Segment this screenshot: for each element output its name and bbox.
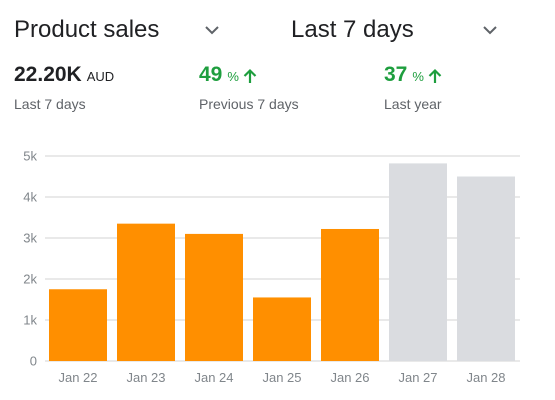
metric-dropdown[interactable]: Product sales xyxy=(14,12,234,48)
y-tick-label: 4k xyxy=(23,190,37,205)
x-tick-label: Jan 23 xyxy=(126,370,165,385)
kpi-total-value: 22.20K xyxy=(14,63,82,86)
x-tick-label: Jan 26 xyxy=(330,370,369,385)
bar xyxy=(321,228,379,361)
y-tick-label: 3k xyxy=(23,231,37,246)
y-tick-label: 2k xyxy=(23,272,37,287)
y-tick-label: 0 xyxy=(30,354,37,369)
up-arrow-icon xyxy=(243,68,257,83)
period-dropdown[interactable]: Last 7 days xyxy=(291,12,511,48)
bar xyxy=(185,233,243,361)
bar xyxy=(117,223,175,361)
metric-dropdown-label: Product sales xyxy=(14,16,160,43)
x-tick-label: Jan 27 xyxy=(398,370,437,385)
bar xyxy=(253,297,311,361)
kpi-last-year-value: 37 xyxy=(384,63,408,86)
y-tick-label: 5k xyxy=(23,149,37,164)
period-dropdown-label: Last 7 days xyxy=(291,16,414,43)
kpi-total-caption: Last 7 days xyxy=(14,96,86,112)
x-tick-label: Jan 28 xyxy=(466,370,505,385)
kpi-last-year-unit: % xyxy=(412,69,424,84)
kpi-previous-unit: % xyxy=(227,69,239,84)
bar xyxy=(49,289,107,361)
kpi-total-sales: 22.20K AUD Last 7 days xyxy=(14,64,114,112)
kpi-previous-value: 49 xyxy=(199,63,223,86)
x-tick-label: Jan 25 xyxy=(262,370,301,385)
chevron-down-icon xyxy=(483,26,497,35)
chevron-down-icon xyxy=(205,26,219,35)
kpi-total-unit: AUD xyxy=(86,69,115,84)
bar xyxy=(389,163,447,361)
kpi-last-year: 37 % Last year xyxy=(384,64,442,112)
kpi-previous-caption: Previous 7 days xyxy=(199,96,299,112)
bar xyxy=(457,176,515,361)
up-arrow-icon xyxy=(428,68,442,83)
y-tick-label: 1k xyxy=(23,313,37,328)
x-tick-label: Jan 24 xyxy=(194,370,233,385)
kpi-previous-period: 49 % Previous 7 days xyxy=(199,64,299,112)
kpi-last-year-caption: Last year xyxy=(384,96,442,112)
x-tick-label: Jan 22 xyxy=(58,370,97,385)
